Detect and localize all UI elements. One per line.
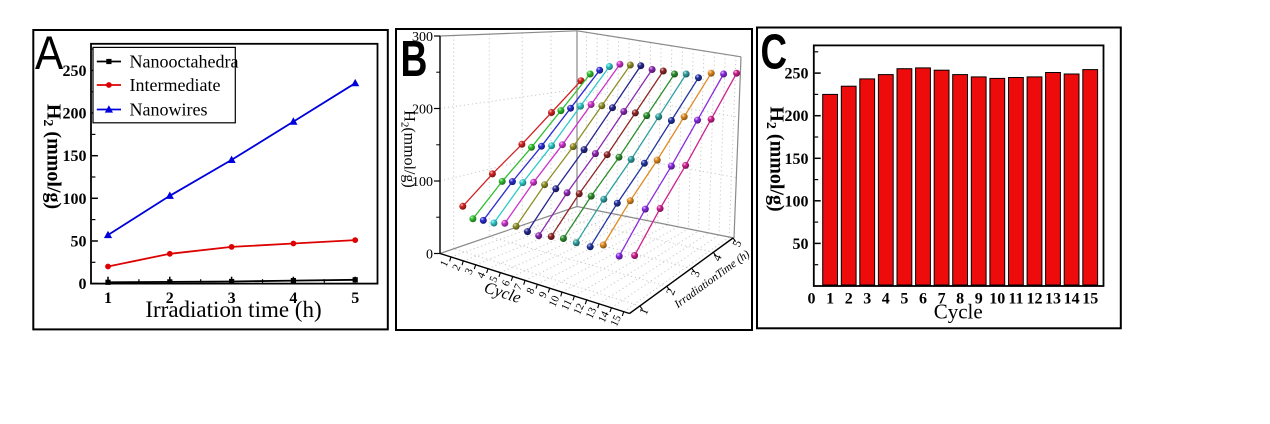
svg-text:5: 5 — [351, 290, 359, 307]
svg-text:4: 4 — [475, 270, 488, 281]
svg-text:14: 14 — [596, 309, 612, 324]
svg-text:200: 200 — [63, 106, 87, 123]
svg-text:1: 1 — [826, 291, 834, 308]
svg-text:12: 12 — [1027, 291, 1043, 308]
svg-text:H2 (mmol/g): H2 (mmol/g) — [40, 104, 65, 209]
svg-text:50: 50 — [793, 236, 809, 253]
svg-text:11: 11 — [1008, 291, 1023, 308]
svg-text:150: 150 — [63, 148, 87, 165]
svg-text:Intermediate: Intermediate — [130, 75, 221, 95]
svg-text:9: 9 — [537, 289, 550, 300]
svg-text:1: 1 — [104, 290, 112, 307]
svg-text:50: 50 — [71, 234, 87, 251]
svg-text:200: 200 — [785, 108, 809, 125]
svg-text:A: A — [35, 28, 63, 80]
svg-text:2: 2 — [166, 290, 174, 307]
svg-text:0: 0 — [808, 291, 816, 308]
svg-text:5: 5 — [729, 238, 744, 249]
svg-text:2: 2 — [663, 286, 678, 297]
svg-text:4: 4 — [710, 252, 725, 263]
svg-text:6: 6 — [500, 278, 513, 289]
svg-text:5: 5 — [487, 274, 500, 285]
svg-text:1: 1 — [438, 259, 451, 269]
svg-text:0: 0 — [426, 248, 433, 263]
svg-text:250: 250 — [63, 63, 87, 80]
svg-text:Nanooctahedra: Nanooctahedra — [130, 51, 239, 71]
svg-text:3: 3 — [863, 291, 871, 308]
svg-text:Irradiation time (h): Irradiation time (h) — [145, 297, 321, 322]
svg-text:H2(mmol/g): H2(mmol/g) — [399, 110, 418, 188]
svg-text:14: 14 — [1064, 291, 1080, 308]
svg-text:13: 13 — [584, 305, 600, 320]
svg-text:100: 100 — [63, 191, 87, 208]
svg-text:6: 6 — [919, 291, 927, 308]
svg-text:100: 100 — [412, 175, 433, 190]
svg-text:1: 1 — [636, 306, 651, 317]
svg-text:7: 7 — [512, 282, 525, 293]
svg-text:15: 15 — [608, 313, 624, 328]
svg-text:150: 150 — [785, 151, 809, 168]
svg-text:2: 2 — [450, 263, 463, 273]
svg-text:0: 0 — [79, 276, 87, 293]
svg-text:4: 4 — [882, 291, 890, 308]
svg-text:Nanowires: Nanowires — [130, 99, 208, 119]
svg-text:B: B — [401, 32, 428, 88]
svg-text:8: 8 — [524, 286, 537, 297]
svg-text:3: 3 — [228, 290, 236, 307]
svg-text:11: 11 — [559, 298, 574, 313]
svg-text:10: 10 — [989, 291, 1005, 308]
svg-text:3: 3 — [688, 268, 703, 279]
svg-text:100: 100 — [785, 193, 809, 210]
svg-text:Cycle: Cycle — [934, 299, 983, 323]
svg-text:5: 5 — [900, 291, 908, 308]
svg-text:4: 4 — [289, 290, 297, 307]
svg-text:12: 12 — [571, 302, 587, 317]
svg-text:8: 8 — [956, 291, 964, 308]
svg-text:15: 15 — [1082, 291, 1098, 308]
svg-text:H2 (mmol/g): H2 (mmol/g) — [763, 106, 788, 211]
svg-text:10: 10 — [547, 293, 563, 308]
svg-text:7: 7 — [938, 291, 946, 308]
svg-text:C: C — [761, 25, 788, 79]
svg-text:3: 3 — [463, 266, 476, 277]
svg-text:9: 9 — [975, 291, 983, 308]
svg-text:250: 250 — [785, 66, 809, 83]
svg-text:200: 200 — [412, 103, 433, 118]
svg-text:13: 13 — [1045, 291, 1061, 308]
svg-text:2: 2 — [845, 291, 853, 308]
svg-text:300: 300 — [412, 30, 433, 45]
